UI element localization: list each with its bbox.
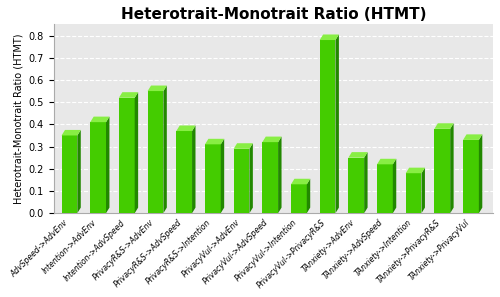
Polygon shape [148, 91, 164, 213]
Polygon shape [336, 34, 339, 213]
Polygon shape [134, 92, 138, 213]
Polygon shape [479, 134, 482, 213]
Polygon shape [148, 86, 167, 91]
Polygon shape [250, 143, 253, 213]
Polygon shape [406, 168, 425, 173]
Polygon shape [205, 139, 224, 144]
Polygon shape [377, 159, 396, 164]
Title: Heterotrait-Monotrait Ratio (HTMT): Heterotrait-Monotrait Ratio (HTMT) [120, 7, 426, 22]
Polygon shape [450, 123, 454, 213]
Polygon shape [62, 135, 78, 213]
Polygon shape [393, 159, 396, 213]
Polygon shape [320, 34, 339, 40]
Polygon shape [262, 137, 281, 142]
Polygon shape [320, 40, 336, 213]
Polygon shape [176, 126, 196, 131]
Polygon shape [348, 158, 364, 213]
Polygon shape [78, 130, 81, 213]
Polygon shape [278, 137, 281, 213]
Y-axis label: Heterotrait-Monotrait Ratio (HTMT): Heterotrait-Monotrait Ratio (HTMT) [13, 34, 23, 204]
Polygon shape [262, 142, 278, 213]
Polygon shape [192, 126, 196, 213]
Polygon shape [364, 152, 368, 213]
Polygon shape [106, 117, 110, 213]
Polygon shape [62, 130, 81, 135]
Polygon shape [307, 179, 310, 213]
Polygon shape [119, 92, 138, 98]
Polygon shape [220, 139, 224, 213]
Polygon shape [234, 143, 253, 149]
Polygon shape [434, 123, 454, 129]
Polygon shape [291, 184, 307, 213]
Polygon shape [463, 134, 482, 140]
Polygon shape [434, 129, 450, 213]
Polygon shape [205, 144, 220, 213]
Polygon shape [377, 164, 393, 213]
Polygon shape [90, 117, 110, 122]
Polygon shape [164, 86, 167, 213]
Polygon shape [234, 149, 250, 213]
Polygon shape [406, 173, 421, 213]
Polygon shape [348, 152, 368, 158]
Polygon shape [119, 98, 134, 213]
Polygon shape [90, 122, 106, 213]
Polygon shape [291, 179, 310, 184]
Polygon shape [176, 131, 192, 213]
Polygon shape [463, 140, 479, 213]
Polygon shape [422, 168, 425, 213]
